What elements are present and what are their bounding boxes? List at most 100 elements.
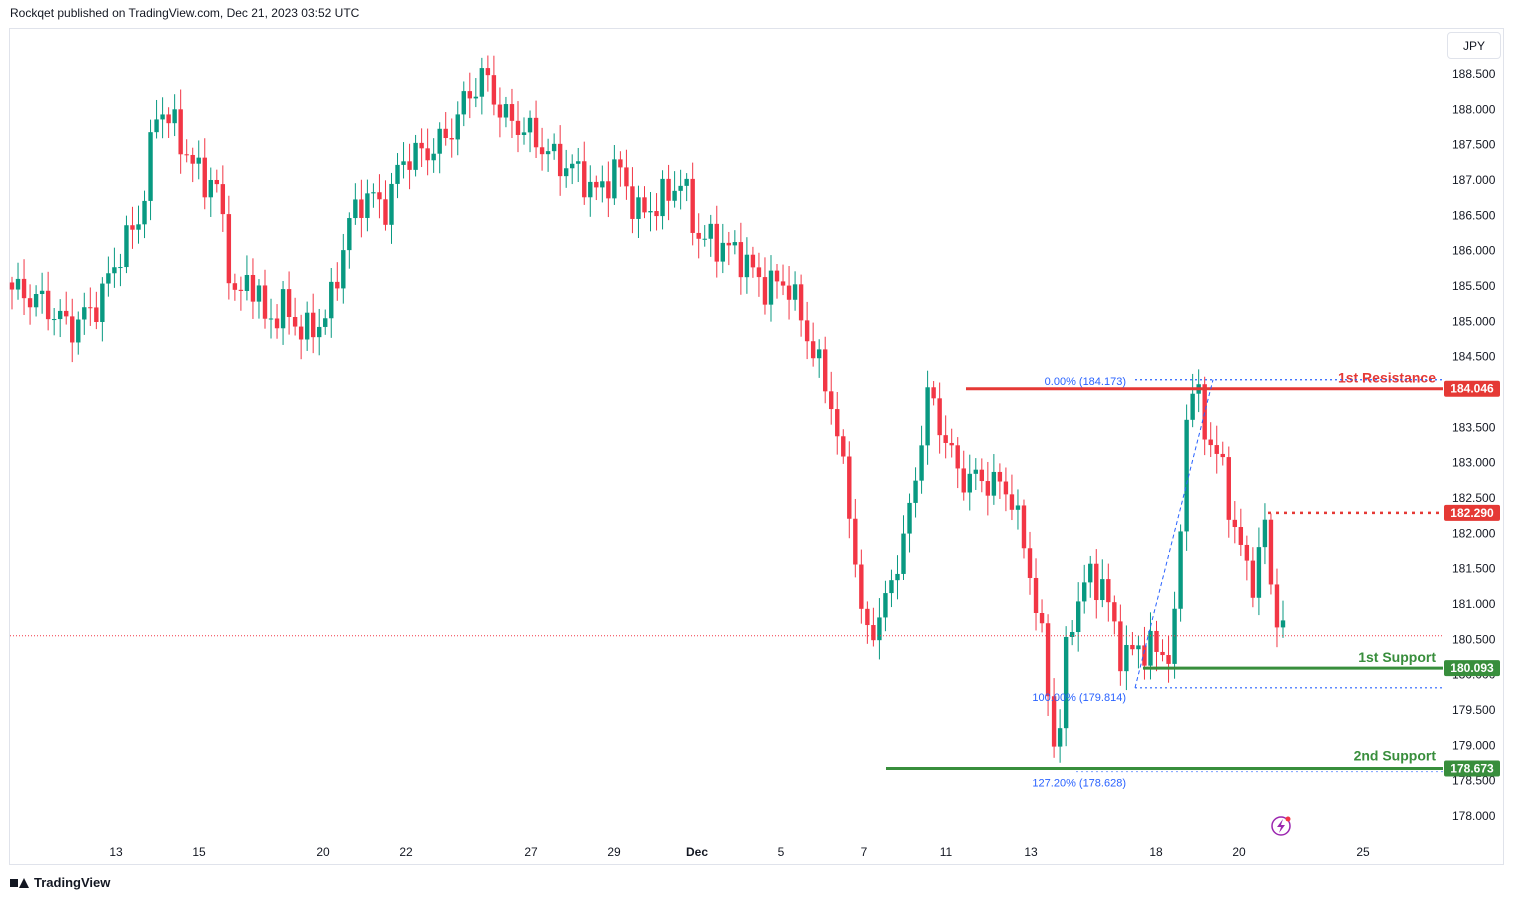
y-tick-label: 183.500 bbox=[1452, 420, 1496, 434]
candle-body bbox=[979, 469, 985, 482]
candle-body bbox=[166, 114, 171, 124]
candle-body bbox=[521, 132, 527, 135]
x-tick-label: 22 bbox=[399, 845, 413, 859]
candle-body bbox=[1172, 608, 1177, 664]
candle-body bbox=[539, 147, 545, 155]
candle-body bbox=[1033, 577, 1039, 614]
candle-body bbox=[738, 242, 744, 278]
x-tick-label: 18 bbox=[1149, 845, 1163, 859]
candle-body bbox=[1256, 547, 1262, 598]
candle-body bbox=[353, 199, 358, 219]
candle-body bbox=[1208, 439, 1213, 446]
y-tick-label: 185.500 bbox=[1452, 279, 1496, 293]
x-tick-label: 20 bbox=[1232, 845, 1246, 859]
candle-body bbox=[473, 96, 479, 99]
candle-body bbox=[1003, 481, 1009, 495]
candle-body bbox=[310, 312, 316, 338]
chart-pane[interactable] bbox=[9, 28, 1504, 865]
candle-body bbox=[907, 502, 912, 534]
y-tick-label: 187.000 bbox=[1452, 173, 1496, 187]
candle-body bbox=[865, 608, 870, 626]
candle-body bbox=[106, 273, 111, 284]
candle-body bbox=[877, 617, 882, 641]
tradingview-logo-icon bbox=[10, 877, 30, 889]
level-price-label: 180.093 bbox=[1450, 661, 1494, 675]
y-tick-label: 188.000 bbox=[1452, 102, 1496, 116]
candle-body bbox=[220, 184, 226, 215]
candle-body bbox=[774, 270, 780, 282]
candle-body bbox=[172, 109, 177, 124]
candle-body bbox=[154, 119, 159, 133]
candle-body bbox=[21, 278, 27, 299]
candle-body bbox=[304, 312, 310, 340]
candle-body bbox=[268, 318, 274, 320]
candle-body bbox=[895, 573, 900, 581]
candle-body bbox=[1202, 384, 1207, 440]
candle-body bbox=[413, 142, 418, 170]
candle-body bbox=[118, 267, 123, 269]
candle-body bbox=[563, 168, 569, 177]
candle-body bbox=[792, 284, 798, 300]
candle-body bbox=[1075, 601, 1081, 633]
candle-body bbox=[57, 310, 63, 320]
candle-body bbox=[238, 289, 244, 291]
candle-body bbox=[142, 200, 147, 225]
candle-body bbox=[1214, 445, 1219, 454]
candle-body bbox=[835, 409, 840, 437]
candle-body bbox=[292, 317, 298, 327]
candle-body bbox=[124, 225, 129, 268]
candle-body bbox=[232, 283, 238, 290]
y-tick-label: 178.500 bbox=[1452, 774, 1496, 788]
candle-body bbox=[859, 564, 864, 609]
candle-body bbox=[624, 167, 629, 187]
candle-body bbox=[437, 128, 442, 154]
candle-body bbox=[973, 469, 978, 474]
candle-body bbox=[672, 190, 677, 201]
candle-body bbox=[660, 178, 665, 217]
candle-body bbox=[582, 161, 587, 198]
candle-body bbox=[298, 326, 304, 340]
candle-body bbox=[943, 435, 948, 443]
candle-body bbox=[1100, 579, 1105, 601]
candle-body bbox=[425, 148, 430, 161]
candle-body bbox=[329, 281, 334, 319]
y-tick-label: 187.500 bbox=[1452, 138, 1496, 152]
candle-body bbox=[762, 277, 768, 305]
candle-body bbox=[612, 159, 617, 199]
candle-body bbox=[491, 75, 497, 105]
candle-body bbox=[407, 161, 412, 170]
x-tick-label: 13 bbox=[109, 845, 123, 859]
marker-price-badge bbox=[1444, 504, 1500, 521]
candle-body bbox=[1232, 519, 1238, 528]
candle-body bbox=[383, 199, 388, 225]
candle-body bbox=[883, 593, 888, 618]
candle-body bbox=[503, 104, 509, 118]
candle-body bbox=[130, 225, 135, 230]
y-tick-label: 181.500 bbox=[1452, 562, 1496, 576]
y-tick-label: 186.000 bbox=[1452, 244, 1496, 258]
candle-body bbox=[949, 442, 954, 446]
footer-brand[interactable]: TradingView bbox=[10, 875, 110, 890]
candle-body bbox=[323, 318, 328, 327]
x-tick-label: 15 bbox=[192, 845, 206, 859]
candle-body bbox=[401, 161, 406, 165]
candle-body bbox=[1280, 620, 1286, 628]
candle-body bbox=[455, 114, 460, 140]
y-tick-label: 186.500 bbox=[1452, 208, 1496, 222]
x-tick-label: 13 bbox=[1024, 845, 1038, 859]
candle-body bbox=[160, 114, 165, 120]
candle-body bbox=[937, 398, 942, 436]
candle-body bbox=[226, 214, 232, 284]
fib-label: 100.00% (179.814) bbox=[1032, 692, 1126, 704]
candle-body bbox=[985, 481, 991, 496]
fib-trend-line bbox=[1134, 379, 1214, 688]
candle-body bbox=[317, 326, 322, 338]
candle-body bbox=[178, 109, 183, 155]
candle-body bbox=[545, 151, 551, 155]
currency-button[interactable]: JPY bbox=[1447, 32, 1501, 59]
candle-body bbox=[250, 274, 256, 302]
y-tick-label: 180.500 bbox=[1452, 632, 1496, 646]
candle-body bbox=[39, 290, 45, 295]
level-name: 1st Support bbox=[1358, 649, 1436, 665]
